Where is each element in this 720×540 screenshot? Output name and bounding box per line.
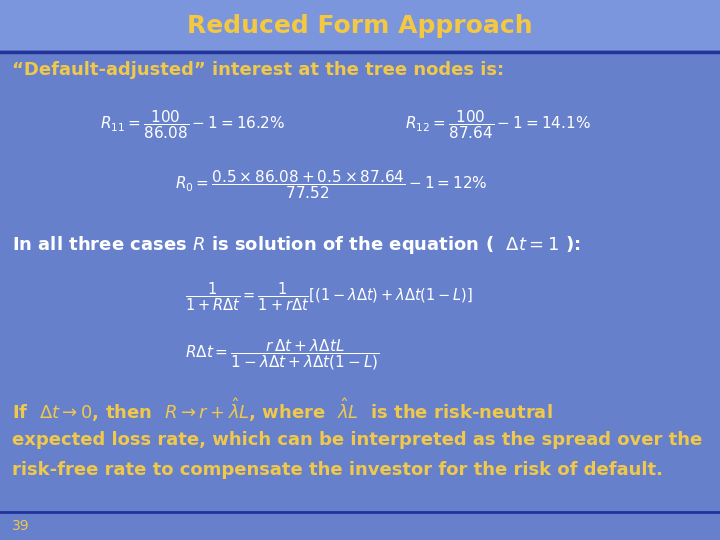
Text: $R_{12} =\dfrac{100}{87.64}-1 =14.1\%$: $R_{12} =\dfrac{100}{87.64}-1 =14.1\%$ <box>405 109 591 141</box>
FancyBboxPatch shape <box>0 0 720 50</box>
Text: expected loss rate, which can be interpreted as the spread over the: expected loss rate, which can be interpr… <box>12 431 702 449</box>
Text: “Default-adjusted” interest at the tree nodes is:: “Default-adjusted” interest at the tree … <box>12 61 504 79</box>
Text: $\dfrac{1}{1+R\Delta t}=\dfrac{1}{1+r\Delta t}\left[(1-\lambda\Delta t)+\lambda\: $\dfrac{1}{1+R\Delta t}=\dfrac{1}{1+r\De… <box>185 281 473 313</box>
Text: Reduced Form Approach: Reduced Form Approach <box>187 14 533 38</box>
Text: $R_0 =\dfrac{0.5\times86.08+0.5\times87.64}{77.52}-1 =12\%$: $R_0 =\dfrac{0.5\times86.08+0.5\times87.… <box>175 168 487 201</box>
Text: $R\Delta t =\dfrac{r\,\Delta t+\lambda\Delta tL}{1-\lambda\Delta t+\lambda\Delta: $R\Delta t =\dfrac{r\,\Delta t+\lambda\D… <box>185 338 379 373</box>
Text: If  $\Delta t\rightarrow 0$, then  $R\rightarrow r+\hat{\lambda}L$, where  $\hat: If $\Delta t\rightarrow 0$, then $R\righ… <box>12 396 553 424</box>
Text: 39: 39 <box>12 519 30 533</box>
Text: $R_{11} =\dfrac{100}{86.08}-1 =16.2\%$: $R_{11} =\dfrac{100}{86.08}-1 =16.2\%$ <box>100 109 285 141</box>
Text: In all three cases $R$ is solution of the equation (  $\Delta t =1$ ):: In all three cases $R$ is solution of th… <box>12 234 580 256</box>
Text: risk-free rate to compensate the investor for the risk of default.: risk-free rate to compensate the investo… <box>12 461 663 479</box>
